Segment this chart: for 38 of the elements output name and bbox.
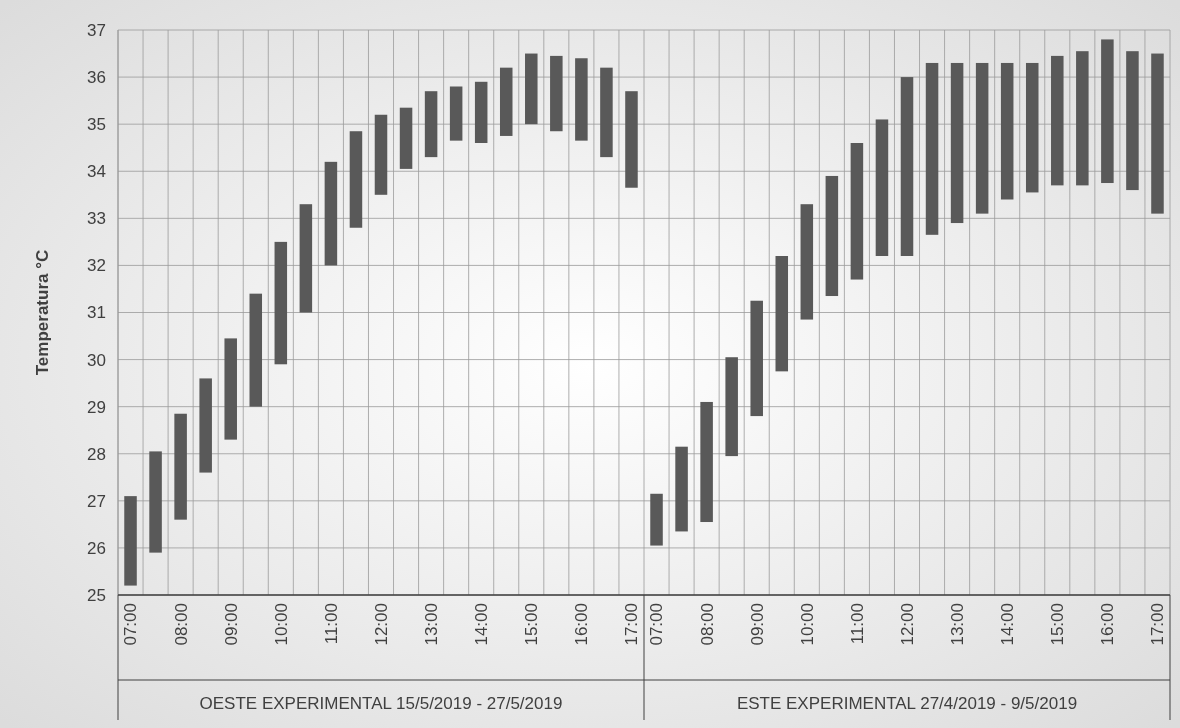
x-tick-label: 10:00 bbox=[271, 603, 291, 646]
y-tick-label: 33 bbox=[87, 209, 106, 229]
y-axis-title: Temperatura °C bbox=[33, 249, 52, 376]
y-tick-label: 29 bbox=[87, 397, 106, 417]
y-tick-label: 32 bbox=[87, 256, 106, 276]
x-tick-label: 07:00 bbox=[121, 603, 141, 646]
x-tick-label: 12:00 bbox=[897, 603, 917, 646]
x-tick-label: 17:00 bbox=[1148, 603, 1168, 646]
x-tick-label: 17:00 bbox=[622, 603, 642, 646]
x-tick-label: 09:00 bbox=[221, 603, 241, 646]
x-tick-label: 16:00 bbox=[572, 603, 592, 646]
y-tick-label: 30 bbox=[87, 350, 106, 370]
text: ESTE EXPERIMENTAL 27/4/2019 - 9/5/2019 bbox=[736, 693, 1078, 713]
y-tick-label: 36 bbox=[87, 68, 106, 88]
text: OESTE EXPERIMENTAL 15/5/2019 - 27/5/2019 bbox=[199, 693, 563, 713]
x-tick-label: 08:00 bbox=[171, 603, 191, 646]
x-tick-label: 10:00 bbox=[797, 603, 817, 646]
x-tick-label: 08:00 bbox=[697, 603, 717, 646]
y-tick-label: 35 bbox=[87, 115, 106, 135]
y-tick-label: 28 bbox=[87, 444, 106, 464]
x-tick-label: 11:00 bbox=[321, 603, 341, 645]
y-tick-label: 25 bbox=[87, 585, 106, 605]
x-tick-label: 15:00 bbox=[522, 603, 542, 646]
y-tick-label: 26 bbox=[87, 538, 106, 558]
y-tick-label: 27 bbox=[87, 491, 106, 511]
x-tick-label: 11:00 bbox=[847, 603, 867, 645]
x-tick-label: 15:00 bbox=[1048, 603, 1068, 646]
x-tick-label: 12:00 bbox=[371, 603, 391, 646]
y-tick-label: 34 bbox=[87, 162, 106, 182]
x-tick-label: 09:00 bbox=[747, 603, 767, 646]
x-tick-label: 16:00 bbox=[1098, 603, 1118, 646]
x-tick-label: 14:00 bbox=[998, 603, 1018, 646]
x-tick-label: 14:00 bbox=[472, 603, 492, 646]
x-tick-label: 13:00 bbox=[948, 603, 968, 646]
x-tick-label: 13:00 bbox=[422, 603, 442, 646]
y-tick-label: 31 bbox=[87, 303, 106, 323]
y-tick-label: 37 bbox=[87, 20, 106, 40]
x-tick-label: 07:00 bbox=[647, 603, 667, 646]
